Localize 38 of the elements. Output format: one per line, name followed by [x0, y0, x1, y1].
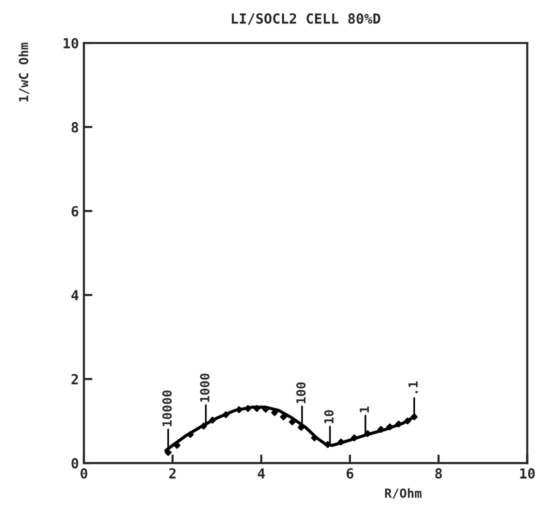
y-tick-label: 8	[72, 122, 78, 132]
point	[288, 418, 296, 426]
annotation: 1	[360, 406, 369, 412]
annotation: 10000	[162, 390, 172, 426]
y-axis-title: 1/wC Ohm	[18, 42, 30, 102]
x-tick-label: 10	[520, 468, 535, 479]
y-tick-label: 0	[72, 458, 78, 469]
y-tick-label: 6	[72, 206, 78, 217]
annotation: 100	[296, 382, 306, 404]
point	[386, 423, 394, 430]
y-tick-label: 2	[71, 374, 78, 384]
point	[395, 420, 402, 428]
point	[209, 416, 216, 424]
x-tick-label: 4	[258, 468, 265, 478]
point	[350, 434, 358, 442]
x-tick-label: 6	[346, 468, 354, 479]
x-tick-label: 8	[435, 468, 442, 479]
point	[253, 404, 260, 412]
point	[200, 422, 208, 430]
point	[364, 430, 372, 438]
annotation: .1	[408, 381, 418, 394]
annotation: 10	[324, 410, 334, 424]
x-tick-label: 2	[169, 468, 176, 478]
chart-title: LI/SOCL2 CELL 80%D	[232, 13, 380, 25]
x-axis-title: R/Ohm	[385, 488, 422, 499]
y-tick-label: 10	[64, 38, 78, 48]
point	[262, 406, 270, 413]
x-tick-label: 0	[80, 468, 88, 479]
annotation: 1000	[200, 374, 210, 402]
point	[222, 411, 230, 418]
point	[324, 441, 332, 448]
point	[410, 413, 418, 420]
point	[164, 449, 172, 456]
point	[236, 406, 243, 414]
y-tick-label: 4	[71, 290, 78, 300]
point	[377, 426, 384, 433]
point	[280, 413, 287, 420]
point	[404, 418, 412, 425]
